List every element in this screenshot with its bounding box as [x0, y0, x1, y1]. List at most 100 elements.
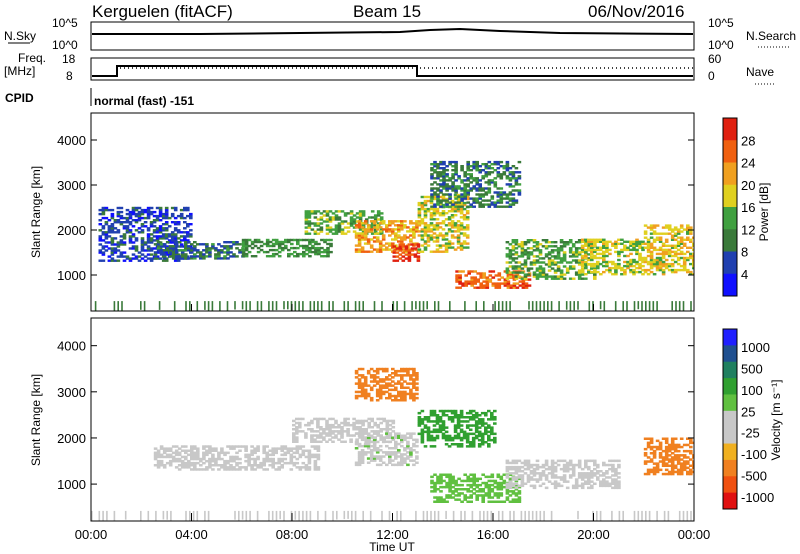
range-gate-cell [426, 207, 431, 211]
range-gate-cell [433, 160, 437, 164]
colorbar-tick-label: 28 [741, 133, 755, 148]
range-gate-cell [179, 239, 184, 242]
range-gate-cell [441, 228, 446, 231]
range-gate-cell [391, 426, 396, 429]
range-gate-cell [487, 189, 492, 192]
range-gate-cell [465, 197, 470, 201]
range-gate-cell [423, 224, 428, 227]
range-gate-cell [499, 201, 504, 204]
range-gate-cell [529, 239, 534, 242]
range-gate-cell [331, 232, 336, 235]
range-gate-cell [462, 240, 467, 243]
range-gate-cell [378, 459, 383, 462]
range-gate-cell [361, 224, 366, 227]
range-gate-cell [568, 249, 573, 252]
range-gate-cell [161, 214, 166, 218]
range-gate-cell [526, 267, 531, 270]
range-gate-cell [417, 411, 422, 415]
range-gate-cell [493, 409, 497, 413]
range-gate-cell [432, 210, 437, 213]
range-gate-cell [559, 271, 564, 274]
range-gate-cell [593, 472, 597, 475]
range-gate-cell [686, 228, 690, 231]
range-gate-cell [101, 225, 106, 228]
range-gate-cell [641, 268, 645, 272]
range-gate-cell [369, 374, 374, 377]
range-gate-cell [214, 247, 218, 250]
range-gate-cell [470, 278, 474, 281]
range-gate-cell [454, 498, 458, 501]
ground-scatter-cell [509, 301, 511, 311]
range-gate-cell [311, 246, 315, 250]
range-gate-cell [155, 237, 160, 240]
range-gate-cell [280, 457, 284, 461]
range-gate-cell [328, 426, 332, 429]
range-gate-cell [122, 237, 127, 240]
range-gate-cell [670, 472, 675, 476]
range-gate-cell [474, 411, 479, 415]
range-gate-cell [487, 494, 492, 497]
range-gate-cell [484, 203, 489, 206]
range-gate-cell [193, 249, 197, 252]
range-gate-cell [304, 423, 308, 427]
range-gate-cell [667, 454, 672, 457]
range-gate-cell [119, 214, 124, 218]
range-gate-cell [286, 451, 291, 455]
range-gate-cell [388, 378, 392, 381]
range-gate-cell [337, 224, 342, 227]
range-gate-cell [686, 246, 690, 249]
range-gate-cell [388, 244, 392, 247]
range-gate-cell [676, 454, 681, 457]
range-gate-cell [372, 440, 377, 444]
range-gate-cell [403, 236, 407, 239]
range-gate-cell [400, 455, 404, 458]
range-gate-cell [137, 214, 142, 218]
range-gate-cell [667, 250, 672, 254]
range-gate-cell [101, 245, 106, 248]
range-gate-cell [673, 226, 678, 229]
range-gate-cell [679, 240, 684, 243]
range-gate-cell [670, 268, 675, 272]
ground-scatter-cell [415, 510, 417, 521]
range-gate-cell [420, 430, 425, 434]
range-gate-cell [469, 483, 473, 487]
range-gate-cell [679, 470, 684, 474]
range-gate-cell [473, 270, 477, 273]
beam-title: Beam 15 [353, 2, 421, 21]
range-gate-cell [369, 444, 374, 448]
range-gate-cell [432, 195, 437, 199]
range-gate-cell [661, 264, 666, 268]
range-gate-cell [476, 286, 480, 289]
range-gate-cell [447, 230, 452, 233]
range-gate-cell [547, 241, 552, 244]
range-gate-cell [454, 165, 458, 168]
range-gate-cell [400, 228, 404, 231]
range-gate-cell [605, 260, 609, 264]
range-gate-cell [679, 242, 684, 245]
range-gate-cell [397, 455, 401, 458]
range-gate-cell [180, 257, 185, 260]
range-gate-cell [496, 205, 501, 208]
range-gate-cell [623, 254, 627, 258]
range-gate-cell [304, 222, 309, 225]
range-gate-cell [463, 185, 467, 188]
ground-scatter-cell [498, 510, 500, 521]
range-gate-cell [532, 241, 537, 244]
ground-scatter-cell [520, 510, 523, 521]
range-gate-cell [433, 496, 437, 499]
range-gate-cell [478, 183, 482, 186]
range-gate-cell [140, 210, 145, 214]
range-gate-cell [686, 268, 690, 272]
range-gate-cell [113, 221, 118, 224]
range-gate-cell [517, 245, 522, 248]
range-gate-cell [493, 436, 497, 440]
range-gate-cell [468, 445, 473, 448]
range-gate-cell [646, 254, 651, 258]
colorbar-tick-label: 500 [741, 361, 763, 376]
range-gate-cell [511, 185, 516, 188]
range-gate-cell [577, 239, 582, 242]
range-gate-cell [453, 222, 458, 225]
range-gate-cell [277, 461, 281, 465]
range-gate-cell [357, 463, 362, 467]
range-gate-cell [652, 468, 657, 472]
